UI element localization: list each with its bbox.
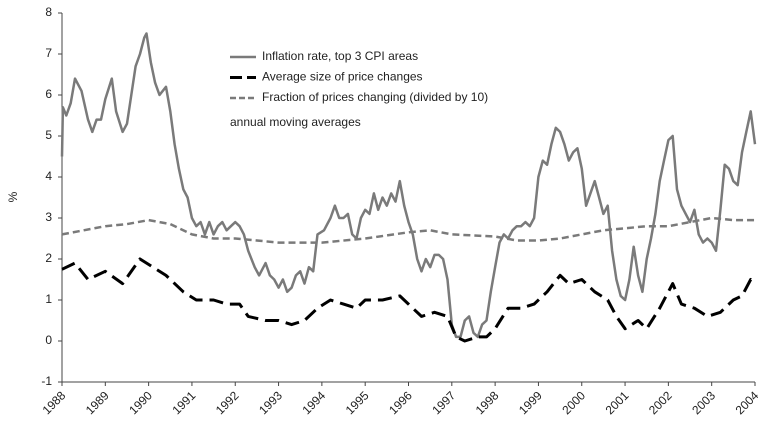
x-tick-label: 2000 <box>559 388 588 417</box>
x-tick-label: 1998 <box>473 388 502 417</box>
x-tick-label: 1991 <box>170 388 199 417</box>
y-tick-label: 4 <box>45 169 52 183</box>
series-line <box>61 257 757 343</box>
series-line <box>61 216 755 244</box>
y-tick-label: 2 <box>45 251 52 265</box>
y-axis-label: % <box>6 191 20 202</box>
legend-label: Inflation rate, top 3 CPI areas <box>262 49 418 63</box>
x-tick-label: 1988 <box>40 388 69 417</box>
x-tick-label: 2004 <box>733 388 758 417</box>
y-tick-label: 6 <box>45 87 52 101</box>
series-line <box>60 32 757 339</box>
y-tick-label: 3 <box>45 210 52 224</box>
y-tick-label: 7 <box>45 46 52 60</box>
x-tick-label: 2002 <box>646 388 675 417</box>
x-tick-label: 1996 <box>386 388 415 417</box>
y-tick-label: 8 <box>45 5 52 19</box>
x-tick-label: 1989 <box>83 388 112 417</box>
legend-label: Fraction of prices changing (divided by … <box>262 90 488 104</box>
legend-label: Average size of price changes <box>262 70 423 84</box>
y-tick-label: 5 <box>45 128 52 142</box>
y-tick-label: 0 <box>45 333 52 347</box>
x-tick-label: 1997 <box>429 388 458 417</box>
y-tick-label: -1 <box>41 374 52 388</box>
annotation: annual moving averages <box>230 115 361 129</box>
x-tick-label: 1993 <box>256 388 285 417</box>
x-tick-label: 1990 <box>126 388 155 417</box>
x-tick-label: 1999 <box>516 388 545 417</box>
x-tick-label: 1995 <box>343 388 372 417</box>
x-tick-label: 2001 <box>603 388 632 417</box>
y-tick-label: 1 <box>45 292 52 306</box>
x-tick-label: 2003 <box>689 388 718 417</box>
x-tick-label: 1992 <box>213 388 242 417</box>
x-tick-label: 1994 <box>299 388 328 417</box>
